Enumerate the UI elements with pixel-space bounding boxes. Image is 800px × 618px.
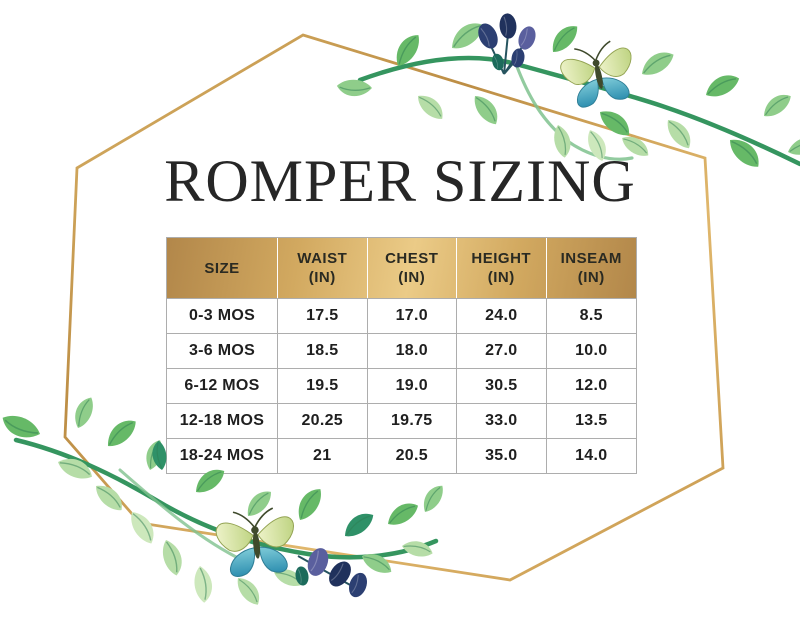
table-row: 18-24 MOS 21 20.5 35.0 14.0 (167, 438, 636, 473)
table-cell: 19.75 (367, 403, 457, 438)
table-cell: 30.5 (457, 368, 547, 403)
table-cell: 35.0 (457, 438, 547, 473)
berries-icon (293, 544, 371, 601)
header-cell: INSEAM (IN) (547, 238, 637, 298)
header-unit: (IN) (398, 269, 426, 286)
table-cell: 18-24 MOS (167, 438, 278, 473)
butterfly-icon (213, 505, 300, 580)
table-cell: 27.0 (457, 333, 547, 368)
header-label: HEIGHT (471, 250, 532, 267)
table-row: 6-12 MOS 19.5 19.0 30.5 12.0 (167, 368, 636, 403)
header-cell: SIZE (167, 238, 278, 298)
table-cell: 6-12 MOS (167, 368, 278, 403)
header-cell: HEIGHT (IN) (457, 238, 547, 298)
table-cell: 14.0 (546, 438, 636, 473)
table-row: 0-3 MOS 17.5 17.0 24.0 8.5 (167, 298, 636, 333)
table-cell: 19.0 (367, 368, 457, 403)
table-cell: 13.5 (546, 403, 636, 438)
header-unit: (IN) (487, 269, 515, 286)
header-label: SIZE (204, 259, 240, 277)
table-header-row: SIZE WAIST (IN) CHEST (IN) HEIGHT (IN) INSEAM (I… (167, 238, 636, 298)
header-label: CHEST (385, 250, 439, 267)
table-cell: 33.0 (457, 403, 547, 438)
table-cell: 18.5 (278, 333, 368, 368)
berries-icon (473, 12, 540, 72)
header-unit: (IN) (577, 269, 605, 286)
table-cell: 0-3 MOS (167, 298, 278, 333)
butterfly-icon (556, 36, 641, 112)
table-cell: 21 (278, 438, 368, 473)
table-row: 12-18 MOS 20.25 19.75 33.0 13.5 (167, 403, 636, 438)
header-label: WAIST (297, 250, 348, 267)
table-body: 0-3 MOS 17.5 17.0 24.0 8.5 3-6 MOS 18.5 18.0 27.… (167, 298, 636, 473)
table-cell: 3-6 MOS (167, 333, 278, 368)
header-cell: CHEST (IN) (368, 238, 457, 298)
table-cell: 17.0 (367, 298, 457, 333)
table-cell: 20.5 (367, 438, 457, 473)
table-cell: 18.0 (367, 333, 457, 368)
header-unit: (IN) (308, 269, 336, 286)
table-cell: 17.5 (278, 298, 368, 333)
table-cell: 8.5 (546, 298, 636, 333)
table-cell: 12-18 MOS (167, 403, 278, 438)
sizing-table: SIZE WAIST (IN) CHEST (IN) HEIGHT (IN) INSEAM (I… (166, 237, 637, 474)
table-cell: 12.0 (546, 368, 636, 403)
table-cell: 24.0 (457, 298, 547, 333)
table-cell: 19.5 (278, 368, 368, 403)
table-row: 3-6 MOS 18.5 18.0 27.0 10.0 (167, 333, 636, 368)
table-cell: 20.25 (278, 403, 368, 438)
table-cell: 10.0 (546, 333, 636, 368)
header-label: INSEAM (560, 250, 622, 267)
header-cell: WAIST (IN) (278, 238, 368, 298)
page-title: ROMPER SIZING (164, 148, 636, 214)
